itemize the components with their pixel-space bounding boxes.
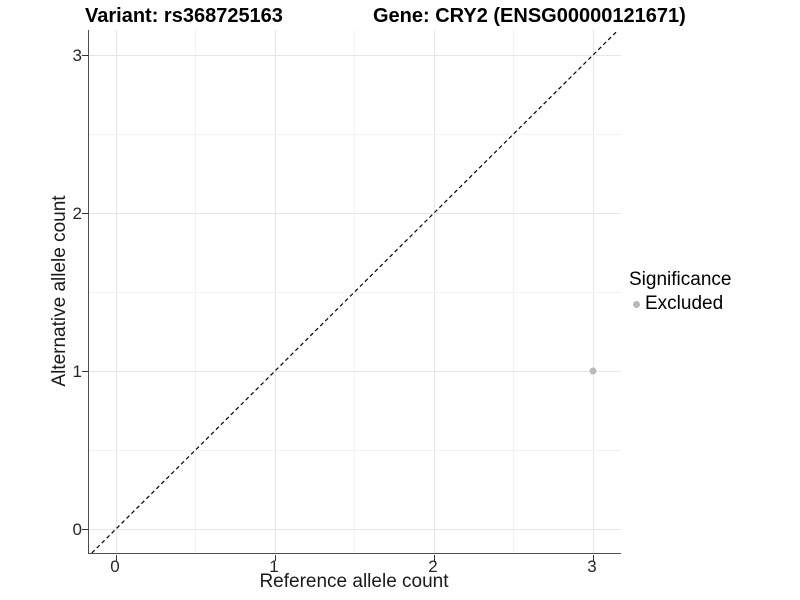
y-tick-3	[81, 54, 88, 56]
legend-key-dot-icon	[633, 300, 640, 308]
x-tick-label-1: 1	[269, 557, 279, 576]
x-tick-label-3: 3	[587, 557, 597, 576]
x-tick-1	[274, 554, 276, 561]
gridline-x0.5-minor	[195, 30, 196, 553]
y-tick-0	[81, 528, 88, 530]
x-tick-0	[115, 554, 117, 561]
gridline-x3	[592, 30, 594, 553]
gridline-x1	[274, 30, 276, 553]
legend: Significance Excluded	[629, 269, 731, 315]
plot-title-gene: Gene: CRY2 (ENSG00000121671)	[373, 5, 686, 27]
x-tick-label-2: 2	[428, 557, 438, 576]
gridline-y3	[89, 55, 621, 56]
data-point-excluded	[589, 367, 597, 375]
x-tick-3	[592, 554, 594, 561]
gridline-y0	[89, 529, 621, 530]
gridline-y1	[89, 371, 621, 372]
legend-entry-label: Excluded	[645, 293, 724, 314]
plot-layer-svg	[91, 30, 619, 553]
x-tick-2	[433, 554, 435, 561]
y-tick-label-3: 3	[72, 46, 82, 65]
y-tick-2	[81, 212, 88, 214]
y-tick-label-0: 0	[72, 520, 82, 539]
gridline-y2.5-minor	[89, 134, 621, 135]
plot-title-variant: Variant: rs368725163	[85, 5, 283, 27]
x-axis-title: Reference allele count	[259, 571, 449, 592]
gridline-y1.5-minor	[89, 292, 621, 293]
y-axis-title: Alternative allele count	[49, 195, 70, 387]
gridline-y2	[89, 213, 621, 214]
y-tick-1	[81, 370, 88, 372]
gridline-x2	[433, 30, 435, 553]
gridline-x1.5-minor	[354, 30, 355, 553]
y-tick-label-1: 1	[72, 362, 82, 381]
y-tick-label-2: 2	[72, 204, 82, 223]
identity-line-dashed	[91, 30, 619, 553]
gridline-x0	[115, 30, 117, 553]
legend-entry-excluded: Excluded	[629, 293, 731, 315]
plot-panel	[81, 30, 621, 561]
gridline-x2.5-minor	[513, 30, 514, 553]
gridline-y0.5-minor	[89, 450, 621, 451]
legend-title: Significance	[629, 269, 732, 290]
x-tick-label-0: 0	[110, 557, 120, 576]
